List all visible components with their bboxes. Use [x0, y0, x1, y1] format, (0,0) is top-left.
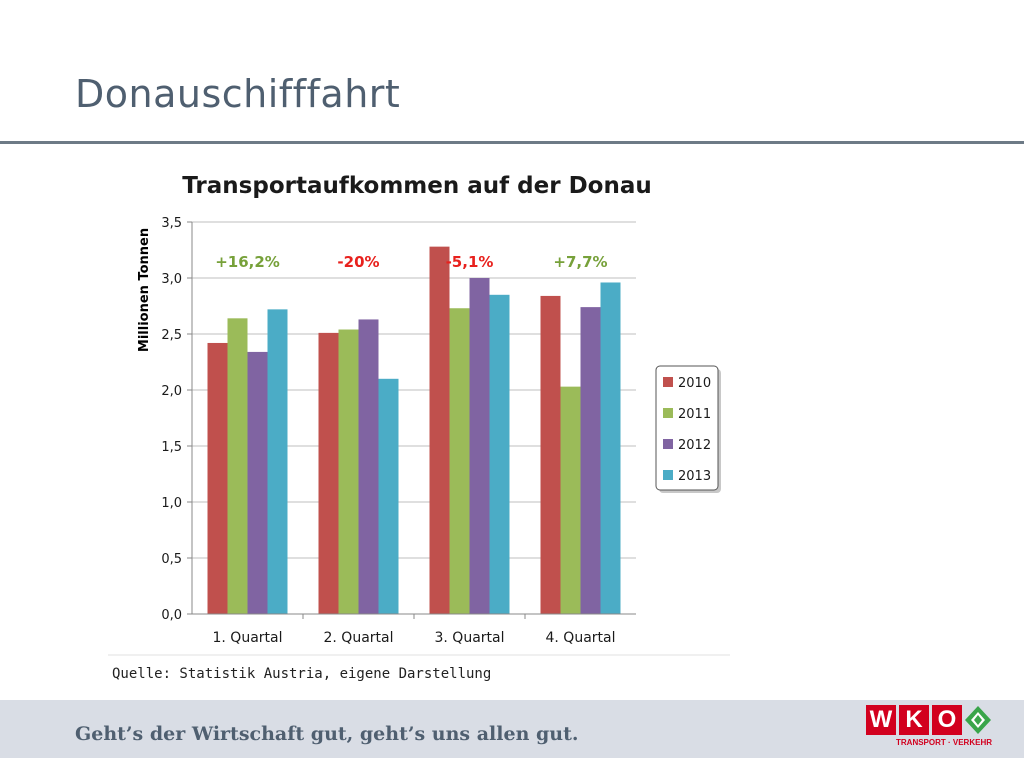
bar-2012-q3: [469, 278, 490, 614]
logo-letter-k: K: [899, 705, 929, 735]
y-tick-label: 0,0: [161, 608, 182, 623]
y-tick-label: 3,5: [161, 216, 182, 231]
footer-band: [0, 700, 1024, 758]
change-annotation: +16,2%: [215, 253, 280, 271]
legend-label-2013: 2013: [678, 469, 711, 484]
legend-swatch-2012: [663, 439, 673, 449]
x-tick-label: 3. Quartal: [435, 630, 505, 646]
bar-2011-q4: [560, 386, 581, 614]
bar-2010-q1: [207, 342, 228, 614]
page-title: Donauschifffahrt: [75, 72, 401, 116]
x-tick-label: 2. Quartal: [324, 630, 394, 646]
legend-box: [655, 365, 719, 491]
bar-2012-q2: [358, 319, 379, 614]
bar-2010-q4: [540, 295, 561, 614]
change-annotation: +7,7%: [553, 253, 607, 271]
legend-swatch-2011: [663, 408, 673, 418]
bar-2010-q2: [318, 332, 339, 614]
bar-2011-q1: [227, 318, 248, 614]
change-annotation: -20%: [337, 253, 379, 271]
bar-2010-q3: [429, 246, 450, 614]
bar-2013-q2: [378, 378, 399, 614]
chart-title: Transportaufkommen auf der Donau: [182, 173, 651, 199]
y-tick-label: 1,0: [161, 496, 182, 511]
bar-2013-q3: [489, 294, 510, 614]
x-tick-label: 1. Quartal: [213, 630, 283, 646]
y-tick-label: 0,5: [161, 552, 182, 567]
bar-2013-q1: [267, 309, 288, 614]
bar-2011-q2: [338, 329, 359, 614]
y-tick-label: 3,0: [161, 272, 182, 287]
legend-label-2010: 2010: [678, 376, 711, 391]
bar-chart: Transportaufkommen auf der Donau Million…: [108, 173, 730, 656]
x-tick-label: 4. Quartal: [546, 630, 616, 646]
y-tick-label: 2,5: [161, 328, 182, 343]
bar-2013-q4: [600, 282, 621, 614]
bar-2011-q3: [449, 308, 470, 614]
wko-logo: W K O TRANSPORT · VERKEHR: [866, 705, 994, 749]
source-note: Quelle: Statistik Austria, eigene Darste…: [112, 666, 492, 682]
legend-swatch-2013: [663, 470, 673, 480]
title-divider: [0, 141, 1024, 144]
logo-emblem-icon: [965, 706, 991, 734]
logo-letter-w: W: [866, 705, 896, 735]
legend-label-2012: 2012: [678, 438, 711, 453]
bar-2012-q4: [580, 307, 601, 614]
legend-swatch-2010: [663, 377, 673, 387]
bar-2012-q1: [247, 351, 268, 614]
footer-slogan: Geht’s der Wirtschaft gut, geht’s uns al…: [75, 723, 579, 745]
logo-letter-o: O: [932, 705, 962, 735]
y-tick-label: 1,5: [161, 440, 182, 455]
legend-label-2011: 2011: [678, 407, 711, 422]
logo-subtitle: TRANSPORT · VERKEHR: [896, 738, 993, 747]
y-tick-label: 2,0: [161, 384, 182, 399]
y-axis-label: Millionen Tonnen: [137, 228, 152, 352]
change-annotation: -5,1%: [446, 253, 494, 271]
